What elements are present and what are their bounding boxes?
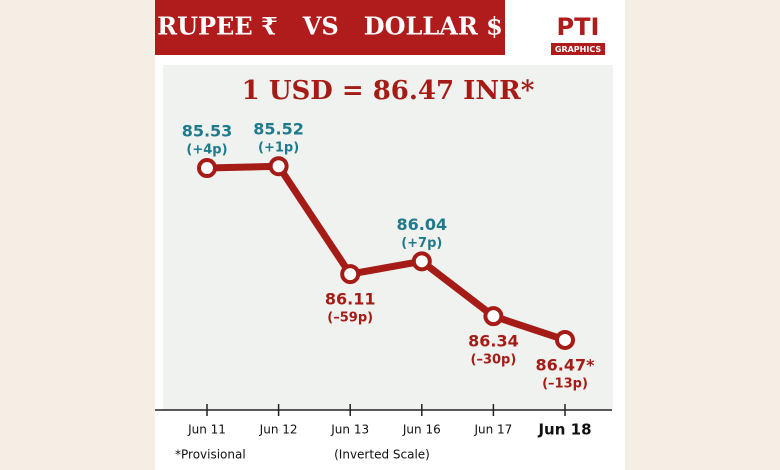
x-tick-label: Jun 17: [473, 423, 512, 437]
subtitle: 1 USD = 86.47 INR*: [242, 76, 535, 106]
x-tick-label: Jun 11: [187, 423, 226, 437]
value-label: 86.04: [396, 215, 447, 234]
change-label: (+7p): [401, 236, 442, 251]
point: [268, 156, 289, 177]
change-label: (–13p): [542, 376, 588, 391]
point: [411, 251, 432, 272]
logo-sub: GRAPHICS: [555, 45, 601, 54]
x-tick-label: Jun 13: [330, 423, 369, 437]
point: [197, 158, 217, 179]
point: [555, 329, 575, 350]
x-tick-label: Jun 16: [402, 423, 441, 437]
x-tick-label: Jun 18: [537, 421, 591, 439]
scale-note: (Inverted Scale): [334, 448, 430, 462]
value-label: 86.47*: [536, 355, 596, 374]
point: [340, 264, 361, 285]
change-label: (–59p): [327, 311, 373, 326]
title-banner: [155, 0, 505, 55]
footnote: *Provisional: [175, 448, 246, 462]
change-label: (+4p): [186, 143, 227, 158]
x-tick-label: Jun 12: [259, 423, 298, 437]
change-label: (–30p): [471, 353, 517, 368]
chart-title: RUPEE ₹ VS DOLLAR $: [157, 12, 503, 41]
value-label: 86.11: [325, 290, 376, 309]
value-label: 86.34: [468, 332, 519, 351]
value-label: 85.53: [182, 122, 233, 141]
banknote-backdrop: [163, 65, 613, 410]
line: [206, 162, 567, 344]
logo-bar: [551, 43, 605, 55]
value-label: 85.52: [253, 120, 304, 139]
logo: PTI: [557, 13, 600, 41]
change-label: (+1p): [258, 141, 299, 156]
point: [483, 306, 504, 327]
